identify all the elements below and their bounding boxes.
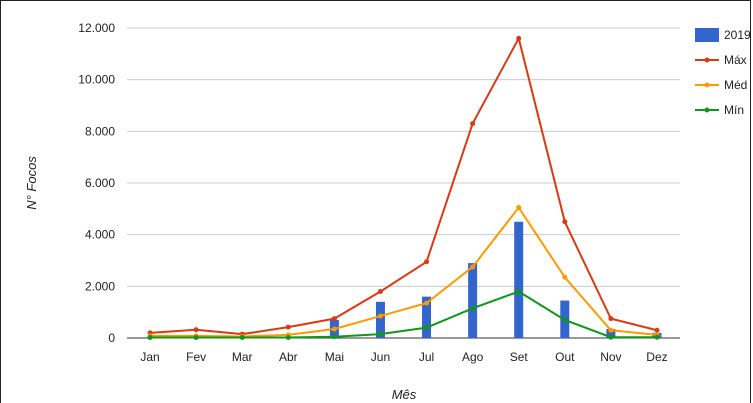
y-tick-label: 10.000 bbox=[78, 73, 115, 87]
data-point bbox=[562, 274, 568, 280]
y-tick-label: 6.000 bbox=[85, 176, 115, 190]
x-tick-label: Set bbox=[510, 350, 529, 364]
x-tick-label: Jan bbox=[140, 350, 159, 364]
data-point bbox=[285, 334, 291, 340]
series-line bbox=[149, 35, 658, 336]
legend-label: Méd bbox=[724, 78, 747, 92]
legend-label: 2019 bbox=[724, 28, 751, 42]
data-point bbox=[147, 334, 153, 340]
bar-series bbox=[145, 221, 662, 338]
y-tick-label: 8.000 bbox=[85, 124, 115, 138]
data-point bbox=[470, 264, 476, 270]
data-point bbox=[424, 259, 430, 265]
series-line bbox=[150, 290, 657, 339]
y-axis-label: N° Focos bbox=[24, 156, 39, 210]
data-point bbox=[470, 121, 476, 127]
legend-label: Máx bbox=[724, 53, 747, 67]
data-point bbox=[470, 305, 476, 311]
data-point bbox=[654, 327, 660, 333]
line-series bbox=[147, 35, 660, 340]
x-tick-label: Dez bbox=[646, 350, 667, 364]
bar bbox=[606, 328, 616, 338]
data-point bbox=[608, 316, 614, 322]
bar bbox=[422, 296, 432, 338]
legend-swatch bbox=[695, 28, 719, 42]
x-axis-label: Mês bbox=[392, 387, 417, 402]
x-tick-label: Fev bbox=[186, 350, 206, 364]
data-point bbox=[331, 316, 337, 322]
x-tick-label: Jun bbox=[371, 350, 390, 364]
bar bbox=[514, 221, 524, 338]
y-tick-label: 0 bbox=[108, 331, 115, 345]
y-axis-ticks: 0 2.000 4.000 6.000 8.000 10.000 12.000 bbox=[78, 21, 115, 345]
data-point bbox=[516, 205, 522, 211]
data-point bbox=[516, 35, 522, 41]
legend-marker bbox=[704, 82, 710, 88]
data-point bbox=[331, 334, 337, 340]
data-point bbox=[562, 219, 568, 225]
y-tick-label: 2.000 bbox=[85, 279, 115, 293]
data-point bbox=[193, 334, 199, 340]
y-tick-label: 12.000 bbox=[78, 21, 115, 35]
y-tick-label: 4.000 bbox=[85, 228, 115, 242]
data-point bbox=[377, 331, 383, 337]
data-point bbox=[424, 325, 430, 331]
data-point bbox=[424, 300, 430, 306]
data-point bbox=[239, 334, 245, 340]
data-point bbox=[331, 326, 337, 332]
x-tick-label: Ago bbox=[462, 350, 484, 364]
data-point bbox=[285, 324, 291, 330]
x-tick-label: Mai bbox=[325, 350, 344, 364]
data-point bbox=[562, 317, 568, 323]
x-axis-ticks: Jan Fev Mar Abr Mai Jun Jul Ago Set Out Nov Dez bbox=[140, 350, 667, 364]
x-tick-label: Abr bbox=[279, 350, 298, 364]
x-tick-label: Out bbox=[555, 350, 575, 364]
data-point bbox=[377, 289, 383, 294]
legend-marker bbox=[704, 107, 710, 113]
data-point bbox=[516, 289, 522, 294]
bar bbox=[375, 301, 385, 338]
data-point bbox=[654, 334, 660, 340]
bar bbox=[468, 263, 478, 338]
legend-marker bbox=[704, 57, 710, 63]
data-point bbox=[193, 327, 199, 333]
data-point bbox=[377, 313, 383, 319]
data-point bbox=[608, 334, 614, 340]
series-line bbox=[150, 205, 658, 338]
x-tick-label: Nov bbox=[600, 350, 621, 364]
legend: 2019 Máx Méd Mín bbox=[695, 28, 751, 117]
x-tick-label: Mar bbox=[232, 350, 253, 364]
data-point bbox=[608, 327, 614, 333]
x-tick-label: Jul bbox=[419, 350, 434, 364]
legend-label: Mín bbox=[724, 103, 744, 117]
